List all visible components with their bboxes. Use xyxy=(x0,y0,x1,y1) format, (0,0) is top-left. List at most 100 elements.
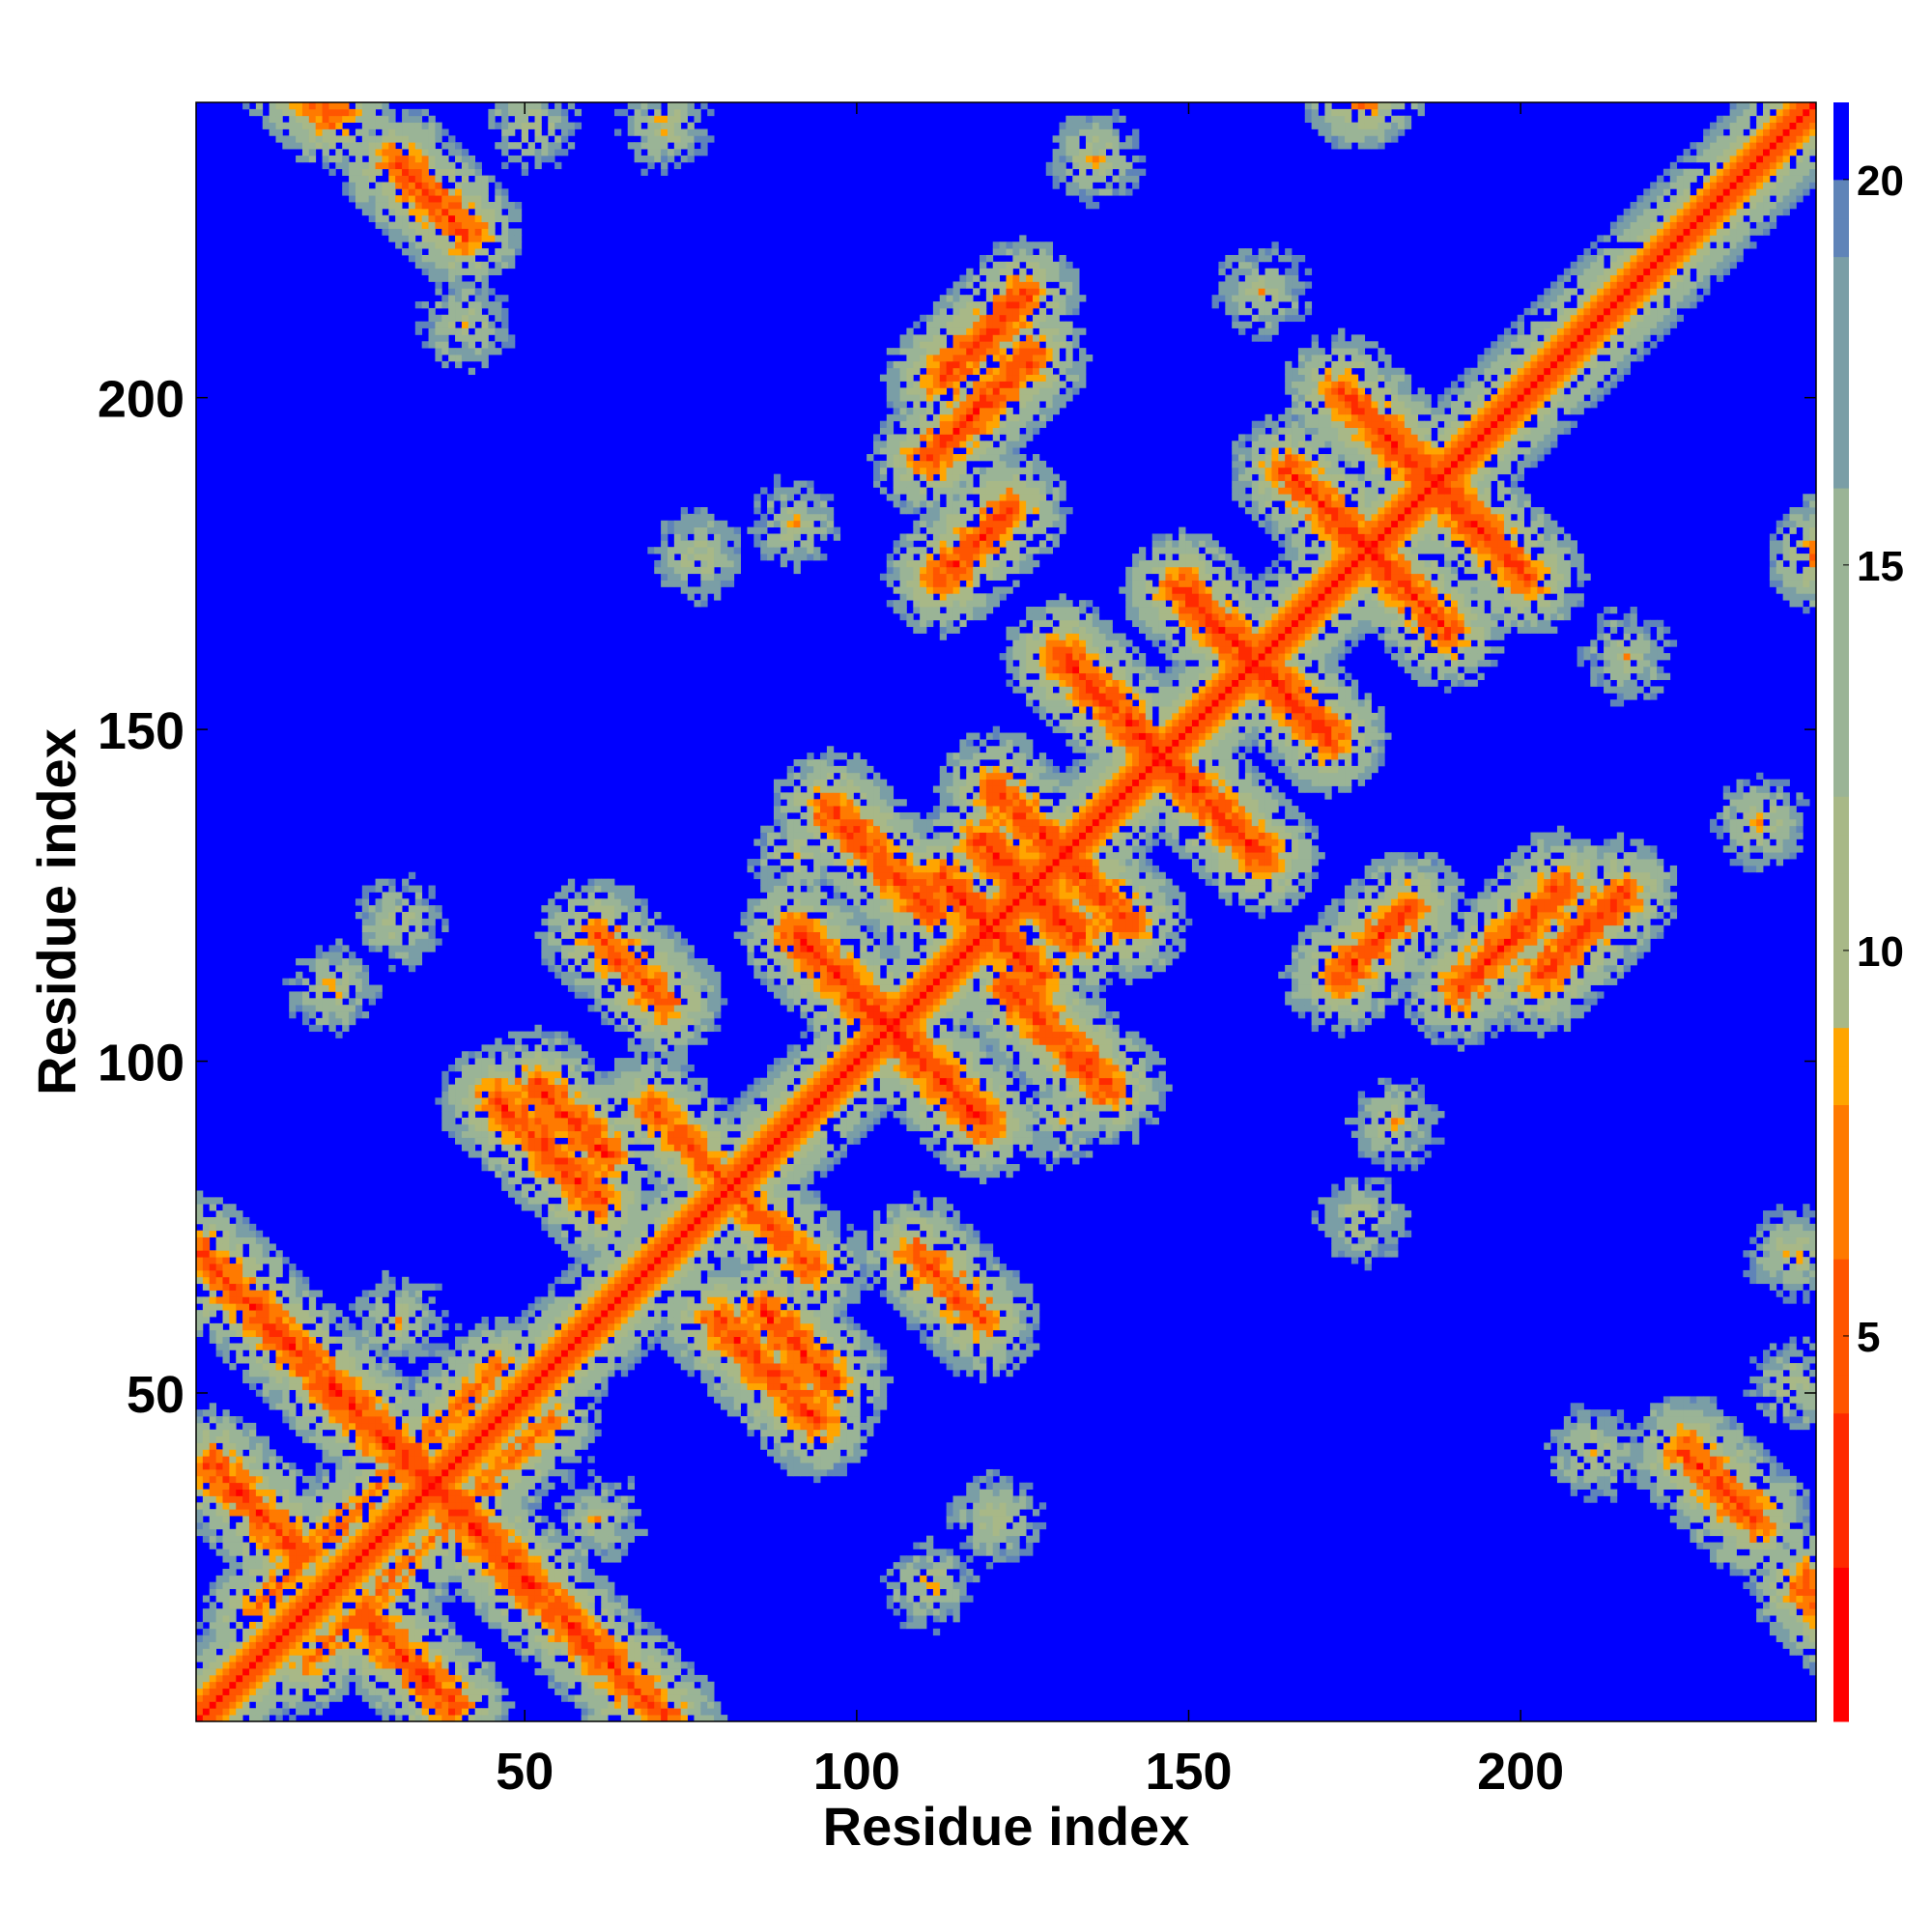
heatmap-cell xyxy=(242,1489,250,1496)
heatmap-cell xyxy=(594,1502,602,1510)
heatmap-cell xyxy=(601,918,609,926)
heatmap-cell xyxy=(222,1422,230,1431)
heatmap-cell xyxy=(527,108,535,117)
heatmap-cell xyxy=(375,1602,383,1609)
heatmap-cell xyxy=(428,161,436,170)
heatmap-cell xyxy=(361,1343,370,1350)
heatmap-cell xyxy=(355,958,363,966)
heatmap-cell xyxy=(388,931,396,939)
heatmap-cell xyxy=(301,1555,310,1563)
heatmap-cell xyxy=(402,1581,410,1590)
heatmap-cell xyxy=(395,1562,403,1570)
heatmap-cell xyxy=(581,1170,588,1179)
heatmap-cell xyxy=(514,208,523,216)
heatmap-cell xyxy=(421,1369,429,1378)
heatmap-cell xyxy=(368,1369,376,1378)
heatmap-cell xyxy=(408,918,416,926)
heatmap-cell xyxy=(255,1548,264,1556)
heatmap-cell xyxy=(495,1416,502,1424)
heatmap-cell xyxy=(375,1668,383,1676)
heatmap-cell xyxy=(375,1528,383,1537)
heatmap-cell xyxy=(269,1463,276,1470)
heatmap-cell xyxy=(514,1170,523,1179)
heatmap-cell xyxy=(534,1329,542,1338)
heatmap-cell xyxy=(209,1409,217,1417)
heatmap-cell xyxy=(601,1602,609,1609)
heatmap-cell xyxy=(441,1396,449,1404)
heatmap-cell xyxy=(594,1369,602,1378)
heatmap-cell xyxy=(361,1588,370,1596)
heatmap-cell xyxy=(441,1084,449,1092)
heatmap-cell xyxy=(196,1429,204,1437)
heatmap-cell xyxy=(548,912,555,920)
heatmap-cell xyxy=(481,1137,489,1145)
heatmap-cell xyxy=(441,235,449,242)
heatmap-cell xyxy=(301,1634,310,1642)
heatmap-cell xyxy=(421,1708,429,1716)
heatmap-cell xyxy=(282,1396,290,1404)
heatmap-cell xyxy=(481,1104,489,1112)
heatmap-cell xyxy=(448,228,456,236)
heatmap-cell xyxy=(322,161,329,170)
heatmap-cell xyxy=(548,1674,555,1683)
heatmap-cell xyxy=(514,1528,523,1537)
heatmap-cell xyxy=(534,1608,542,1616)
heatmap-cell xyxy=(481,1456,489,1463)
heatmap-cell xyxy=(375,1336,383,1344)
heatmap-cell xyxy=(581,898,588,906)
heatmap-cell xyxy=(308,1595,317,1603)
heatmap-cell xyxy=(215,1548,223,1556)
heatmap-cell xyxy=(209,1204,217,1211)
heatmap-cell xyxy=(248,108,257,117)
heatmap-cell xyxy=(275,1581,283,1590)
heatmap-cell xyxy=(322,1011,329,1019)
heatmap-cell xyxy=(561,1130,569,1138)
heatmap-cell xyxy=(301,1336,310,1344)
heatmap-cell xyxy=(441,1117,449,1125)
heatmap-cell xyxy=(262,1495,270,1503)
heatmap-cell xyxy=(521,1389,529,1397)
heatmap-cell xyxy=(414,327,423,335)
heatmap-cell xyxy=(534,1091,542,1098)
heatmap-cell xyxy=(255,1562,264,1570)
heatmap-cell xyxy=(335,1017,343,1026)
heatmap-cell xyxy=(275,1655,283,1662)
heatmap-cell xyxy=(567,1317,576,1324)
heatmap-cell xyxy=(269,102,276,110)
heatmap-cell xyxy=(495,248,502,256)
heatmap-cell xyxy=(222,1317,230,1324)
heatmap-cell xyxy=(308,1382,317,1390)
heatmap-cell xyxy=(474,1051,482,1059)
heatmap-cell xyxy=(355,1509,363,1517)
heatmap-cell xyxy=(567,1137,576,1145)
heatmap-cell xyxy=(368,1608,376,1616)
heatmap-cell xyxy=(202,1250,211,1258)
heatmap-cell xyxy=(461,281,469,289)
heatmap-cell xyxy=(349,1555,356,1563)
heatmap-cell xyxy=(296,1588,303,1596)
heatmap-cell xyxy=(368,102,376,110)
heatmap-cell xyxy=(349,168,356,176)
heatmap-cell xyxy=(574,1164,582,1172)
heatmap-cell xyxy=(587,1489,595,1496)
heatmap-cell xyxy=(567,1144,576,1151)
heatmap-cell xyxy=(587,964,595,973)
heatmap-cell xyxy=(455,1694,463,1702)
heatmap-cell xyxy=(481,1403,489,1410)
heatmap-cell xyxy=(461,1569,469,1577)
heatmap-cell xyxy=(461,1363,469,1371)
heatmap-cell xyxy=(488,221,496,229)
heatmap-cell xyxy=(421,1548,429,1556)
heatmap-cell xyxy=(461,1575,469,1583)
heatmap-cell xyxy=(527,1595,535,1603)
heatmap-cell xyxy=(315,1521,323,1530)
heatmap-cell xyxy=(289,1634,297,1642)
heatmap-cell xyxy=(289,1495,297,1503)
heatmap-cell xyxy=(428,242,436,249)
heatmap-cell xyxy=(382,1442,389,1450)
heatmap-cell xyxy=(508,1581,516,1590)
heatmap-cell xyxy=(375,1516,383,1523)
heatmap-cell xyxy=(587,1435,595,1443)
heatmap-cell xyxy=(248,1303,257,1311)
heatmap-cell xyxy=(521,1084,529,1092)
